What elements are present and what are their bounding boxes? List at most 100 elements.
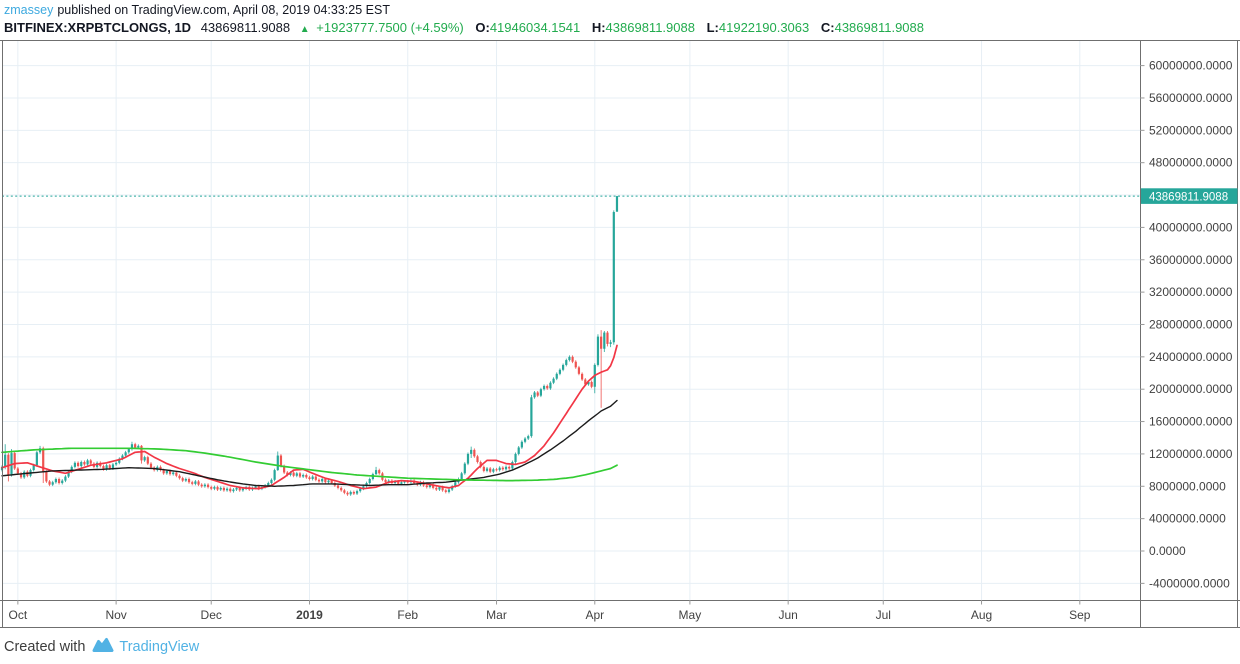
candle-body: [108, 465, 111, 469]
candle-body: [343, 490, 346, 493]
time-tick-label: Apr: [585, 608, 604, 622]
candle-body: [603, 332, 606, 349]
candle-body: [340, 487, 343, 491]
time-axis[interactable]: Oct Nov Dec 2019 Feb Mar Apr May Jun Jul Aug Sep: [9, 600, 1091, 622]
tradingview-brand-link[interactable]: TradingView: [119, 639, 200, 655]
candle-body: [441, 487, 444, 491]
ohlc-open-value: 41946034.1541: [489, 20, 581, 35]
candle-body: [130, 444, 134, 450]
svg-text:43869811.9088: 43869811.9088: [1149, 191, 1228, 203]
candle-body: [175, 472, 178, 476]
candle-body: [346, 492, 349, 495]
candle-body: [489, 468, 492, 472]
candle-body: [523, 438, 527, 442]
candle-body: [42, 448, 45, 472]
candle-body: [584, 379, 587, 385]
candle-body: [57, 478, 61, 484]
ohlc-close: C:43869811.9088: [821, 20, 924, 35]
candle-body: [447, 489, 451, 492]
ohlc-low-value: 41922190.3063: [718, 20, 810, 35]
publish-line: zmassey published on TradingView.com, Apr…: [4, 3, 390, 17]
candle-body: [238, 487, 241, 491]
candle-body: [444, 490, 447, 492]
candle-body: [295, 473, 298, 476]
candle-body: [70, 466, 73, 472]
grid-lines: [2, 40, 1140, 600]
chart-frame: [0, 40, 1240, 628]
chart-svg[interactable]: 60000000.0000 56000000.0000 52000000.0000 4…: [0, 40, 1240, 628]
price-axis[interactable]: 60000000.0000 56000000.0000 52000000.0000 4…: [1140, 59, 1233, 591]
candle-body: [308, 477, 311, 479]
price-tick-label: 60000000.0000: [1149, 59, 1233, 73]
candle-body: [574, 361, 577, 368]
candle-body: [530, 397, 533, 437]
ma-slow-green-line: [1, 447, 618, 482]
ohlc-low-label: L:: [706, 20, 719, 35]
candle-body: [495, 469, 498, 471]
candle-body: [225, 488, 229, 491]
candle-body: [102, 466, 105, 470]
tradingview-logo-icon[interactable]: [92, 637, 114, 657]
candle-body: [428, 484, 432, 488]
price-tick-label: -4000000.0000: [1149, 576, 1230, 590]
candle-body: [267, 483, 270, 486]
candle-body: [80, 462, 83, 467]
ohlc-high: H:43869811.9088: [592, 20, 695, 35]
candle-body: [289, 472, 292, 475]
candle-body: [317, 479, 321, 482]
candle-body: [327, 480, 330, 483]
candle-body: [435, 487, 438, 490]
candle-body: [61, 480, 64, 484]
candle-body: [561, 364, 565, 370]
candle-body: [73, 462, 77, 467]
candle-body: [105, 465, 108, 470]
candle-body: [596, 336, 600, 365]
price-tick-label: 32000000.0000: [1149, 285, 1233, 299]
candle-body: [305, 474, 308, 478]
candle-body: [425, 485, 428, 488]
candle-body: [615, 196, 619, 212]
candle-body: [362, 486, 365, 489]
price-tick-label: 48000000.0000: [1149, 156, 1233, 170]
candle-body: [508, 466, 511, 469]
candle-body: [86, 460, 89, 465]
candle-body: [355, 491, 359, 494]
candle-body: [479, 462, 482, 467]
price-tick-label: 24000000.0000: [1149, 350, 1233, 364]
candle-body: [349, 491, 352, 495]
candle-body: [476, 456, 479, 463]
candle-body: [194, 481, 197, 484]
price-tick-label: 0.0000: [1149, 544, 1186, 558]
price-tick-label: 20000000.0000: [1149, 382, 1233, 396]
candle-body: [378, 470, 381, 474]
candle-body: [492, 469, 495, 472]
username-link[interactable]: zmassey: [4, 3, 54, 17]
candle-body: [321, 478, 324, 482]
time-tick-label: Dec: [201, 608, 222, 622]
candle-body: [286, 472, 289, 475]
candle-body: [149, 463, 153, 468]
price-tick-label: 4000000.0000: [1149, 512, 1226, 526]
candle-body: [197, 481, 200, 485]
price-chart[interactable]: 60000000.0000 56000000.0000 52000000.0000 4…: [0, 40, 1240, 628]
price-tick-label: 16000000.0000: [1149, 415, 1233, 429]
candle-body: [35, 452, 38, 466]
candle-body: [279, 455, 283, 467]
candle-body: [612, 212, 615, 343]
created-with-text: Created with: [4, 639, 86, 655]
candle-body: [210, 487, 213, 489]
candle-body: [384, 479, 387, 483]
candle-body: [302, 474, 305, 477]
price-tick-label: 28000000.0000: [1149, 317, 1233, 331]
ohlc-close-value: 43869811.9088: [834, 20, 925, 35]
candle-body: [514, 453, 517, 463]
candle-body: [137, 445, 140, 448]
ohlc-high-label: H:: [591, 20, 606, 35]
candle-body: [16, 468, 19, 474]
candle-body: [118, 458, 121, 463]
candle-body: [555, 373, 558, 379]
symbol-title: BITFINEX:XRPBTCLONGS, 1D: [4, 20, 192, 35]
candle-body: [463, 463, 466, 474]
candle-body: [181, 478, 184, 481]
candle-body: [520, 441, 523, 448]
